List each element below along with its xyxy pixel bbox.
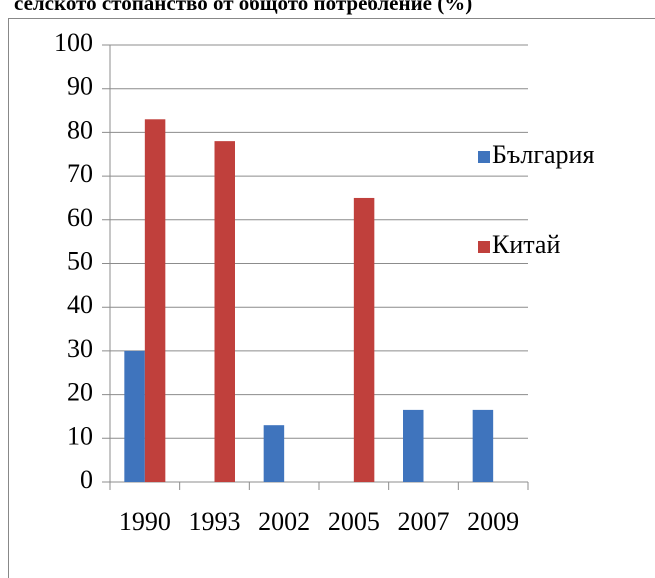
- y-tick-label: 100: [54, 28, 93, 57]
- y-tick-label: 80: [67, 115, 93, 144]
- x-tick-label: 2002: [258, 507, 310, 536]
- y-tick-label: 60: [67, 203, 93, 232]
- y-tick-label: 90: [67, 72, 93, 101]
- legend-swatch: [478, 151, 490, 163]
- x-tick-label: 1993: [189, 507, 241, 536]
- y-tick-label: 20: [67, 378, 93, 407]
- x-tick-label: 2009: [467, 507, 519, 536]
- bar: [124, 350, 145, 482]
- x-tick-label: 2007: [398, 507, 450, 536]
- x-tick-label: 2005: [328, 507, 380, 536]
- bar: [144, 119, 166, 482]
- chart-title: селското стопанство от общото потреблени…: [14, 0, 472, 15]
- legend-swatch: [478, 241, 490, 253]
- frame: [8, 18, 655, 578]
- y-tick-label: 0: [80, 465, 93, 494]
- bar: [403, 409, 424, 482]
- y-tick-label: 50: [67, 246, 93, 275]
- legend-label: Китай: [492, 230, 560, 259]
- y-tick-label: 30: [67, 334, 93, 363]
- bar: [263, 425, 285, 482]
- x-tick-label: 1990: [119, 507, 171, 536]
- y-tick-label: 40: [67, 290, 93, 319]
- y-tick-label: 70: [67, 159, 93, 188]
- legend-label: България: [492, 140, 594, 169]
- bar: [472, 409, 494, 482]
- bar: [353, 197, 375, 482]
- y-tick-label: 10: [67, 421, 93, 450]
- bar: [214, 141, 235, 482]
